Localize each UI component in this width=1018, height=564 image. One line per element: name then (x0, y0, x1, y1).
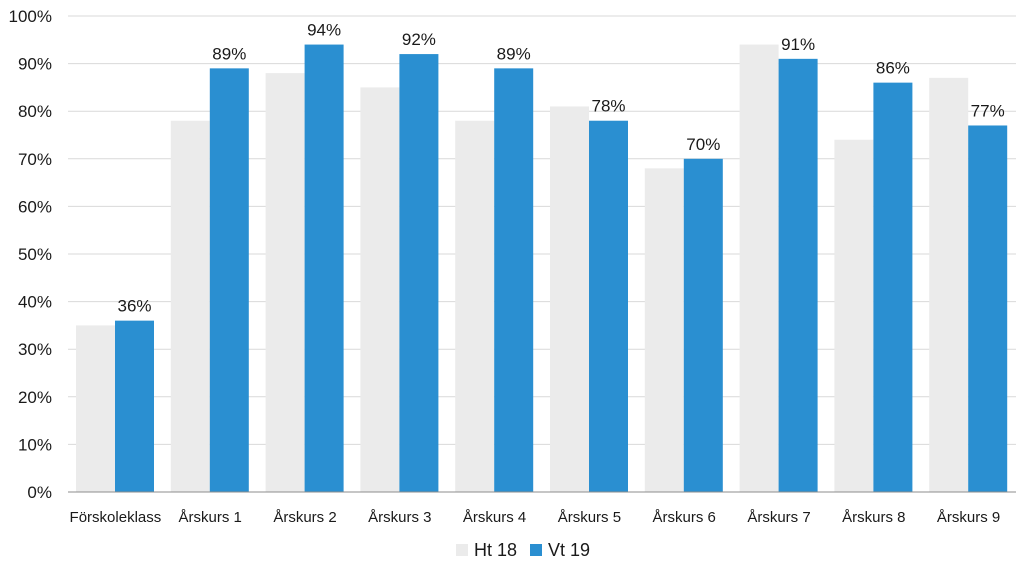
data-label: 89% (212, 44, 246, 63)
y-tick-label: 100% (9, 7, 52, 26)
bar-vt19 (589, 120, 628, 492)
bar-ht18 (455, 120, 495, 492)
bar-vt19 (304, 44, 344, 493)
bar-vt19 (778, 58, 818, 493)
x-category-label: Årskurs 9 (937, 509, 1000, 526)
bar-ht18 (265, 73, 305, 493)
bar-ht18 (834, 139, 874, 492)
legend-label: Vt 19 (548, 540, 590, 560)
data-label: 86% (876, 59, 910, 78)
x-category-label: Årskurs 1 (179, 509, 242, 526)
data-label: 91% (781, 35, 815, 54)
x-category-label: Årskurs 4 (463, 509, 526, 526)
bar-ht18 (360, 87, 400, 493)
data-labels: 36% 89% 94% 92% 89% 78% 70% 91% 86% 77% (117, 21, 1004, 316)
x-category-label: Årskurs 6 (653, 509, 716, 526)
bar-ht18 (76, 325, 115, 492)
y-tick-label: 0% (27, 483, 52, 502)
y-tick-label: 80% (18, 102, 52, 121)
x-category-label: Förskoleklass (70, 509, 162, 526)
bar-vt19 (873, 82, 913, 492)
y-tick-label: 10% (18, 435, 52, 454)
data-label: 92% (402, 30, 436, 49)
y-tick-label: 70% (18, 150, 52, 169)
legend-swatch (456, 544, 468, 556)
bar-ht18 (550, 106, 589, 492)
x-category-label: Årskurs 8 (842, 509, 905, 526)
y-axis-tick-labels: 0% 10% 20% 30% 40% 50% 60% 70% 80% 90% 100% (9, 7, 52, 502)
x-axis-category-labels: Förskoleklass Årskurs 1 Årskurs 2 Årskurs 3… (70, 509, 1001, 526)
data-label: 78% (591, 97, 625, 116)
x-category-label: Årskurs 3 (368, 509, 431, 526)
bar-vt19 (683, 158, 723, 493)
y-tick-label: 90% (18, 55, 52, 74)
y-tick-label: 20% (18, 388, 52, 407)
bar-ht18 (644, 168, 684, 492)
legend-label: Ht 18 (474, 540, 517, 560)
data-label: 89% (497, 44, 531, 63)
legend: Ht 18 Vt 19 (456, 540, 590, 560)
bar-vt19 (968, 125, 1008, 492)
bar-vt19 (399, 54, 439, 493)
data-label: 36% (117, 297, 151, 316)
bar-ht18 (170, 120, 210, 492)
y-tick-label: 60% (18, 197, 52, 216)
bars (76, 44, 1008, 493)
data-label: 77% (971, 101, 1005, 120)
x-category-label: Årskurs 5 (558, 509, 621, 526)
x-category-label: Årskurs 2 (273, 509, 336, 526)
y-tick-label: 50% (18, 245, 52, 264)
data-label: 70% (686, 135, 720, 154)
bar-ht18 (929, 77, 969, 492)
bar-ht18 (739, 44, 779, 493)
bar-vt19 (209, 68, 249, 493)
legend-swatch (530, 544, 542, 556)
bar-vt19 (115, 320, 154, 492)
bar-vt19 (494, 68, 534, 493)
data-label: 94% (307, 21, 341, 40)
x-category-label: Årskurs 7 (747, 509, 810, 526)
y-tick-label: 30% (18, 340, 52, 359)
y-tick-label: 40% (18, 293, 52, 312)
